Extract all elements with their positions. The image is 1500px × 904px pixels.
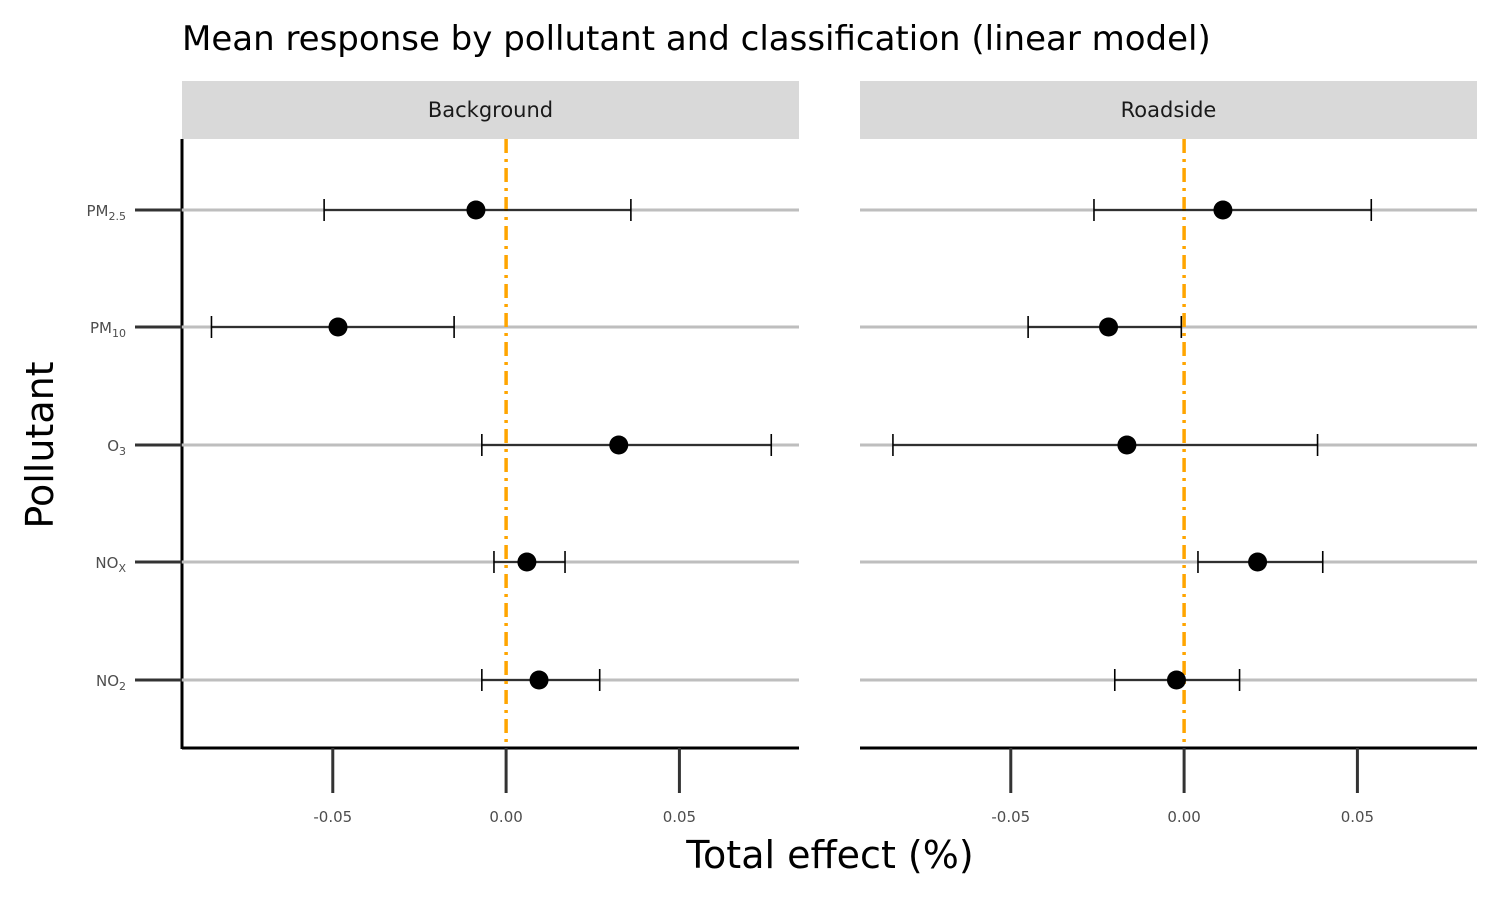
y-tick-label-pm10: PM10 bbox=[90, 319, 126, 340]
x-tick-label-background-0: -0.05 bbox=[313, 808, 352, 826]
point-roadside-pm10 bbox=[1099, 317, 1119, 337]
y-tick-label-pm2-5: PM2.5 bbox=[87, 202, 127, 223]
x-axis-title: Total effect (%) bbox=[685, 833, 973, 877]
x-tick-label-roadside-0: -0.05 bbox=[991, 808, 1030, 826]
plot-layer: PM2.5 PM10 O3 NOX NO2 Background -0.05 0.00 0.05… bbox=[87, 81, 1477, 826]
point-background-nox bbox=[517, 552, 537, 572]
point-roadside-o3 bbox=[1117, 435, 1137, 455]
point-background-pm2-5 bbox=[466, 200, 486, 220]
x-tick-label-roadside-1: 0.00 bbox=[1167, 808, 1200, 826]
y-tick-label-no2: NO2 bbox=[96, 672, 126, 693]
y-axis-title: Pollutant bbox=[18, 361, 62, 528]
strip-background bbox=[182, 81, 799, 139]
y-tick-label-nox: NOX bbox=[95, 554, 126, 575]
x-tick-label-roadside-2: 0.05 bbox=[1341, 808, 1374, 826]
point-roadside-nox bbox=[1248, 552, 1268, 572]
y-tick-label-o3: O3 bbox=[107, 437, 126, 458]
point-background-no2 bbox=[529, 670, 549, 690]
strip-label-background: Background bbox=[428, 98, 553, 122]
point-roadside-no2 bbox=[1166, 670, 1186, 690]
strip-roadside bbox=[860, 81, 1477, 139]
x-tick-label-background-1: 0.00 bbox=[489, 808, 522, 826]
point-background-pm10 bbox=[328, 317, 348, 337]
point-background-o3 bbox=[609, 435, 629, 455]
x-tick-label-background-2: 0.05 bbox=[663, 808, 696, 826]
chart-title: Mean response by pollutant and classific… bbox=[182, 19, 1211, 59]
strip-label-roadside: Roadside bbox=[1121, 98, 1217, 122]
point-roadside-pm2-5 bbox=[1213, 200, 1233, 220]
